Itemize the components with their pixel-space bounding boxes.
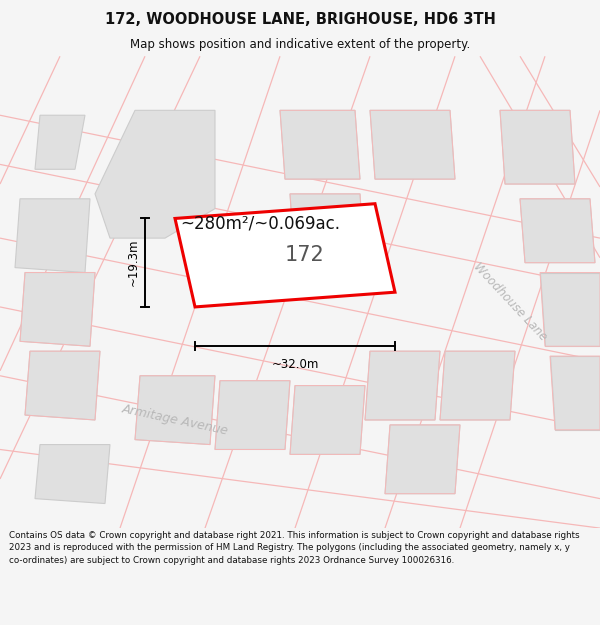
- Text: Contains OS data © Crown copyright and database right 2021. This information is : Contains OS data © Crown copyright and d…: [9, 531, 580, 564]
- Polygon shape: [215, 381, 290, 449]
- Polygon shape: [550, 356, 600, 430]
- Polygon shape: [20, 272, 95, 346]
- Polygon shape: [25, 351, 100, 420]
- Text: 172, WOODHOUSE LANE, BRIGHOUSE, HD6 3TH: 172, WOODHOUSE LANE, BRIGHOUSE, HD6 3TH: [104, 12, 496, 28]
- Polygon shape: [500, 111, 575, 184]
- Text: ~19.3m: ~19.3m: [127, 239, 140, 286]
- Polygon shape: [365, 351, 440, 420]
- Text: Armitage Avenue: Armitage Avenue: [121, 402, 229, 437]
- Polygon shape: [35, 115, 85, 169]
- Polygon shape: [385, 425, 460, 494]
- Text: ~280m²/~0.069ac.: ~280m²/~0.069ac.: [180, 214, 340, 232]
- Polygon shape: [95, 111, 215, 238]
- Polygon shape: [135, 376, 215, 444]
- Polygon shape: [520, 199, 595, 262]
- Polygon shape: [15, 199, 90, 272]
- Polygon shape: [280, 111, 360, 179]
- Text: Woodhouse Lane: Woodhouse Lane: [470, 261, 550, 344]
- Text: 172: 172: [285, 246, 325, 266]
- Polygon shape: [290, 194, 365, 268]
- Polygon shape: [175, 204, 395, 307]
- Polygon shape: [440, 351, 515, 420]
- Text: ~32.0m: ~32.0m: [271, 358, 319, 371]
- Polygon shape: [370, 111, 455, 179]
- Polygon shape: [290, 386, 365, 454]
- Polygon shape: [35, 444, 110, 504]
- Polygon shape: [540, 272, 600, 346]
- Text: Map shows position and indicative extent of the property.: Map shows position and indicative extent…: [130, 38, 470, 51]
